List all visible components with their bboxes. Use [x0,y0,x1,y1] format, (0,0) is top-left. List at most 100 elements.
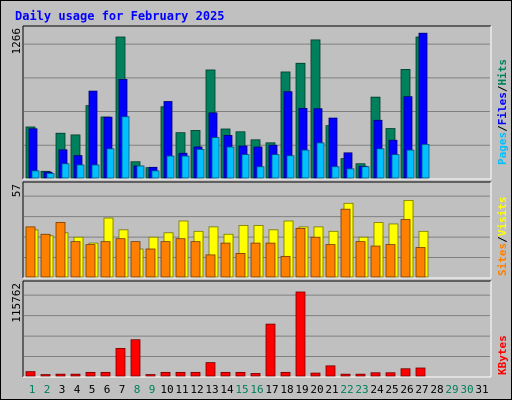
kbytes-bar [385,372,396,377]
kbytes-bar [70,373,81,377]
kbytes-bar [115,348,126,377]
pages-bar [421,144,430,179]
y-tick-label: 115762 [10,283,23,323]
x-tick-label: 27 [415,383,428,396]
legend-entry: KBytes [496,335,509,375]
legend: Pages/Files/Hits [496,59,509,165]
x-tick-label: 9 [149,383,156,396]
x-tick-label: 3 [59,383,66,396]
sites-bar [280,255,291,278]
pages-bar [211,137,220,179]
kbytes-bar [310,372,321,377]
legend-entry: / [496,236,509,243]
legend-entry: Pages [496,132,509,165]
sites-bar [370,245,381,278]
legend-entry: / [496,125,509,132]
legend-entry: Hits [496,59,509,86]
pages-bar [121,116,130,179]
kbytes-bar [235,371,246,377]
kbytes-bar [250,373,261,377]
x-tick-label: 30 [460,383,473,396]
sites-bar [85,244,96,278]
pages-bar [361,166,370,179]
kbytes-bar [130,339,141,377]
legend: Sites/Visits [496,197,509,277]
x-tick-label: 7 [119,383,126,396]
x-tick-label: 26 [400,383,413,396]
kbytes-bar [145,374,156,377]
sites-bar [40,233,51,278]
kbytes-bar [265,323,276,377]
sites-bar [220,242,231,278]
x-tick-label: 24 [370,383,384,396]
pages-bar [151,170,160,179]
x-tick-label: 29 [445,383,458,396]
x-tick-label: 19 [295,383,308,396]
x-tick-label: 15 [235,383,248,396]
sites-bar [160,241,171,278]
plot-area [23,281,491,377]
pages-bar [31,170,40,179]
x-tick-label: 18 [280,383,293,396]
sites-bar [145,248,156,278]
pages-bar [136,165,145,179]
legend: KBytes [496,335,509,375]
sites-bar [205,254,216,278]
x-tick-label: 11 [175,383,188,396]
kbytes-bar [175,371,186,377]
kbytes-bar [55,373,66,377]
pages-bar [346,168,355,179]
x-tick-label: 1 [29,383,36,396]
sites-bar [190,241,201,278]
sites-bar [100,241,111,278]
x-tick-label: 28 [430,383,443,396]
x-tick-label: 13 [205,383,218,396]
kbytes-bar [370,372,381,377]
sites-bar [25,226,36,278]
x-tick-label: 20 [310,383,323,396]
x-tick-label: 23 [355,383,368,396]
x-tick-label: 31 [475,383,488,396]
pages-bar [301,149,310,179]
pages-bar [106,148,115,179]
sites-bar [250,242,261,278]
pages-bar [181,155,190,179]
x-tick-label: 22 [340,383,353,396]
sites-bar [265,242,276,278]
x-tick-label: 2 [44,383,51,396]
sites-bar [55,222,66,278]
kbytes-bar [25,371,36,377]
sites-bar [385,244,396,278]
sites-bar [325,244,336,278]
pages-bar [271,154,280,179]
x-tick-label: 17 [265,383,278,396]
pages-bar [376,148,385,179]
x-tick-label: 10 [160,383,173,396]
sites-bar [235,253,246,278]
kbytes-bar [190,371,201,377]
x-tick-label: 5 [89,383,96,396]
kbytes-bar [100,371,111,377]
sites-bar [415,247,426,278]
pages-bar [196,149,205,179]
kbytes-bar [340,373,351,377]
kbytes-bar [85,371,96,377]
x-tick-label: 16 [250,383,263,396]
legend-entry: Files [496,92,509,125]
pages-bar [91,164,100,179]
kbytes-bar [325,365,336,377]
kbytes-bar [205,362,216,377]
kbytes-bar [415,367,426,377]
legend-entry: Visits [496,197,509,237]
sites-bar [175,238,186,278]
sites-bar [355,241,366,278]
x-tick-label: 8 [134,383,141,396]
kbytes-bar [355,373,366,377]
chart-title: Daily usage for February 2025 [15,9,225,23]
y-tick-label: 1266 [10,28,23,55]
pages-bar [76,164,85,179]
legend-entry: / [496,85,509,92]
x-tick-label: 12 [190,383,203,396]
pages-bar [61,163,70,179]
